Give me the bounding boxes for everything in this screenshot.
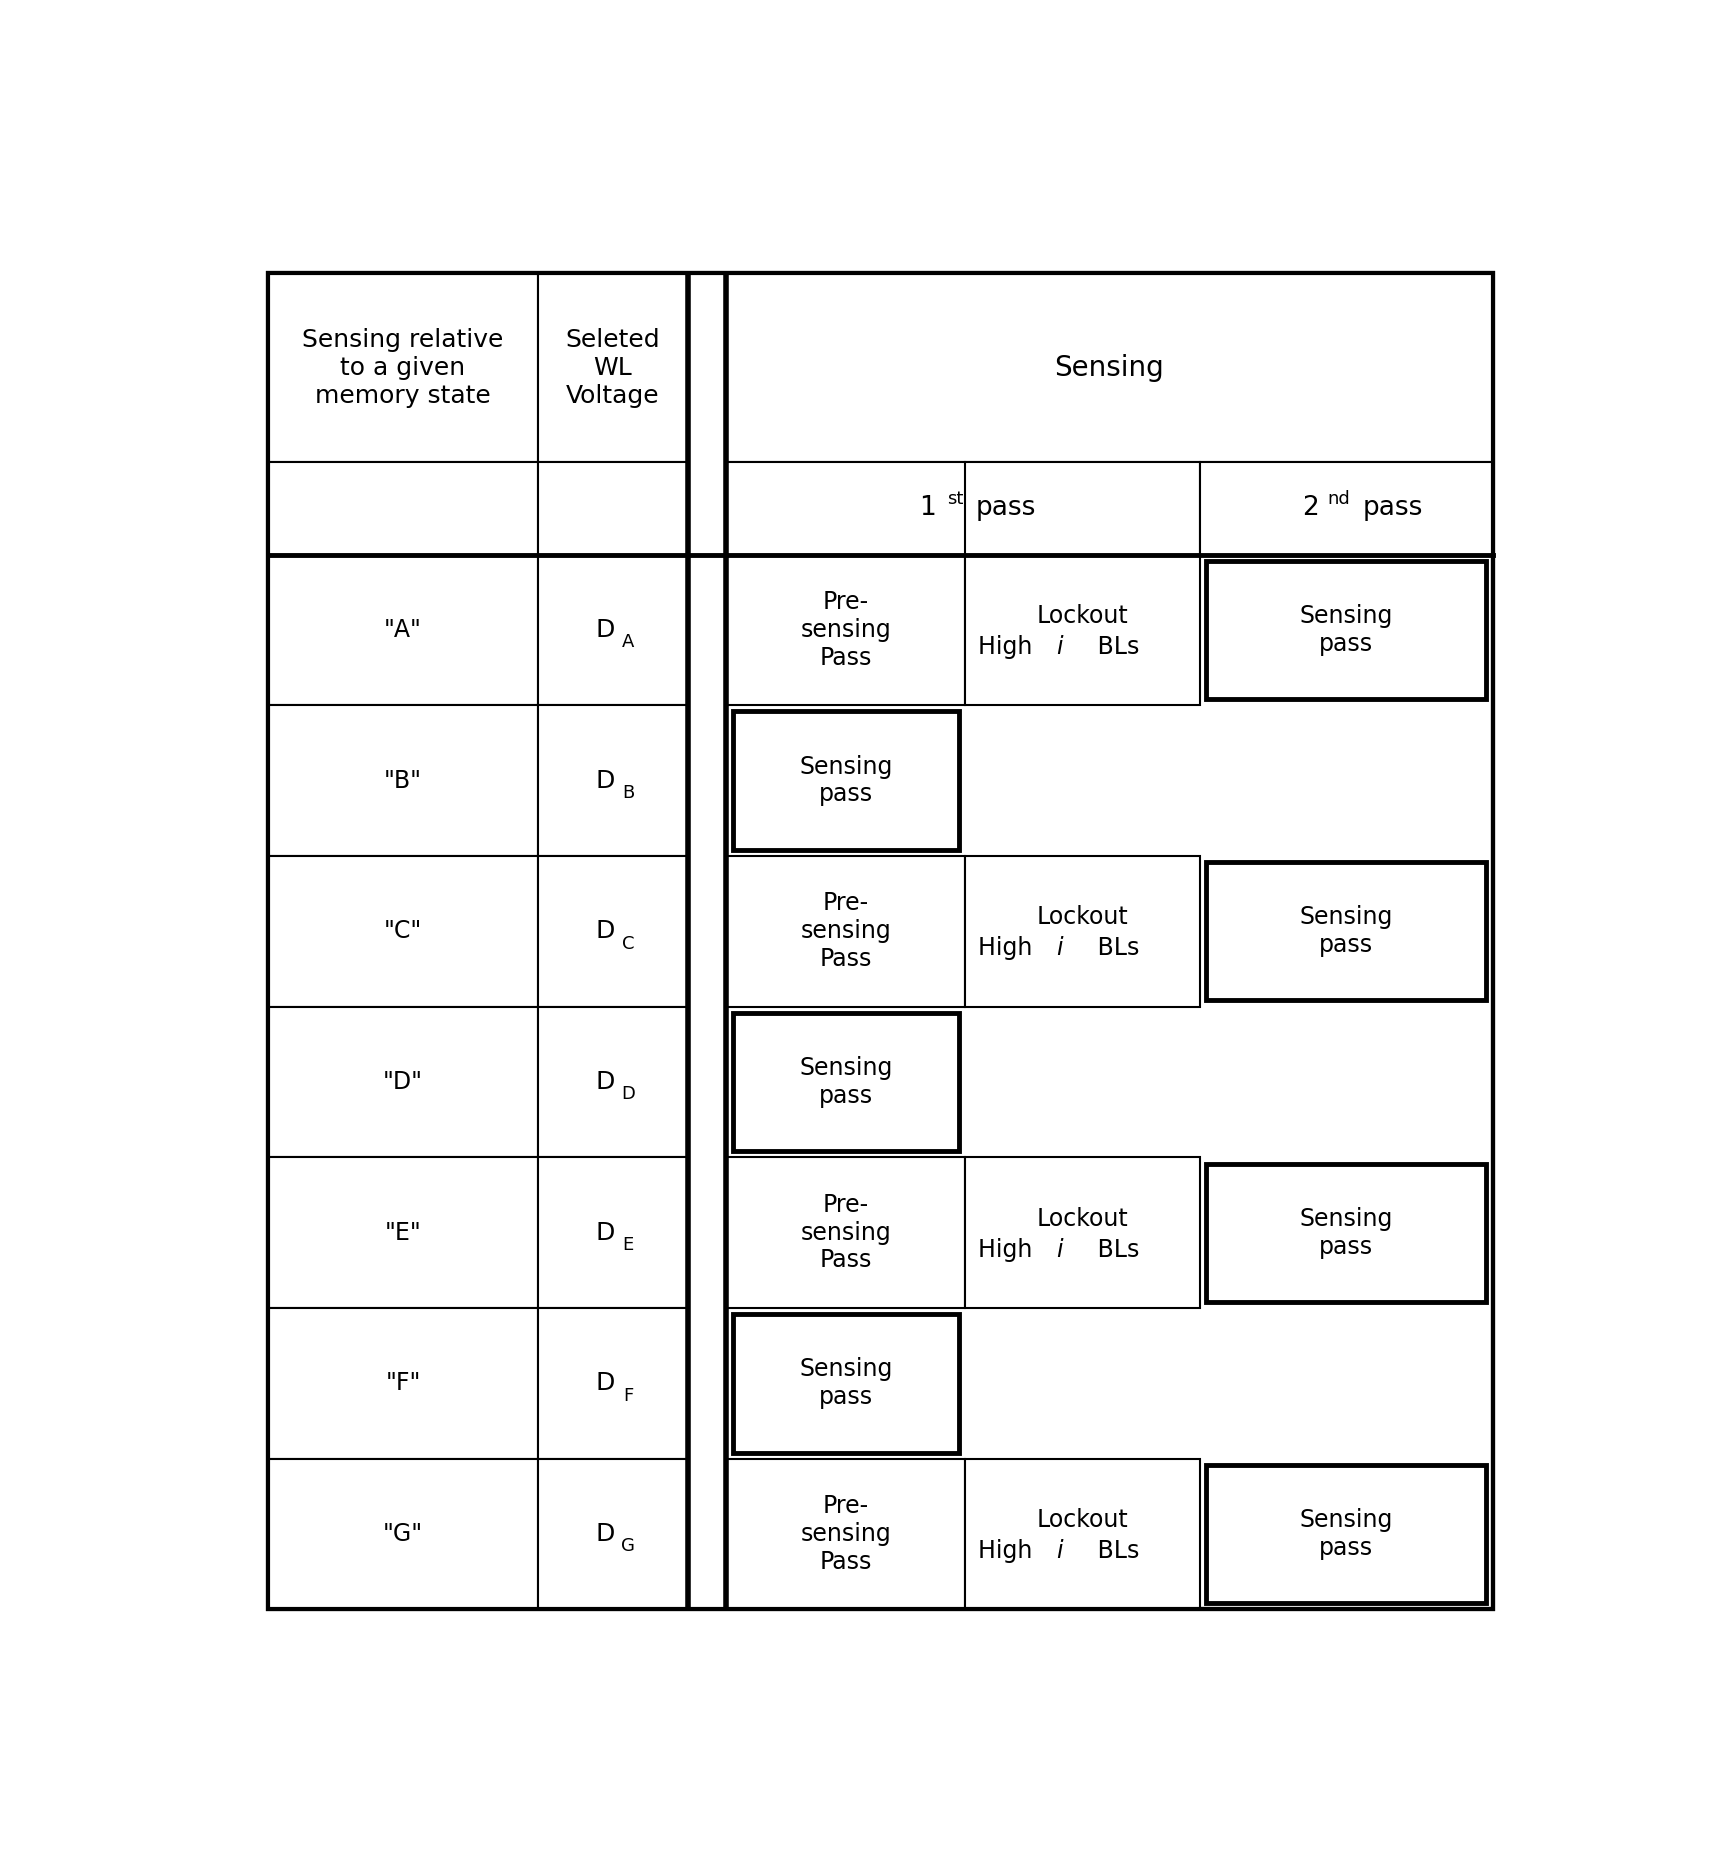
Text: Sensing
pass: Sensing pass: [1300, 603, 1393, 655]
Bar: [965, 1158, 1199, 1307]
Text: i: i: [1056, 937, 1063, 961]
Text: Lockout: Lockout: [1037, 1207, 1128, 1231]
Text: 1: 1: [919, 495, 936, 521]
Text: High: High: [979, 937, 1040, 961]
Text: pass: pass: [1362, 495, 1422, 521]
Text: Sensing
pass: Sensing pass: [799, 754, 893, 806]
Text: High: High: [979, 635, 1040, 659]
Bar: [537, 857, 688, 1007]
Text: BLs: BLs: [1090, 1238, 1140, 1262]
Text: "C": "C": [383, 920, 423, 944]
Bar: [537, 1458, 688, 1609]
Text: "F": "F": [385, 1372, 421, 1395]
Bar: [732, 1315, 958, 1452]
Bar: [269, 1307, 537, 1458]
Text: i: i: [1056, 1540, 1063, 1562]
Text: High: High: [979, 1238, 1040, 1262]
Bar: [537, 1158, 688, 1307]
Bar: [1206, 560, 1487, 698]
Bar: [537, 1007, 688, 1158]
Text: Seleted
WL
Voltage: Seleted WL Voltage: [565, 328, 660, 408]
Bar: [727, 1458, 965, 1609]
Text: "D": "D": [383, 1071, 423, 1095]
Text: D: D: [595, 920, 614, 944]
Text: Sensing
pass: Sensing pass: [799, 1056, 893, 1108]
Text: "B": "B": [383, 769, 423, 793]
Bar: [537, 274, 688, 462]
Text: BLs: BLs: [1090, 635, 1140, 659]
Bar: [690, 274, 725, 1609]
Text: Lockout: Lockout: [1037, 1508, 1128, 1532]
Text: C: C: [621, 935, 635, 953]
Text: i: i: [1056, 1238, 1063, 1262]
Text: Lockout: Lockout: [1037, 603, 1128, 627]
Bar: [269, 1158, 537, 1307]
Text: "G": "G": [383, 1521, 423, 1545]
Text: Lockout: Lockout: [1037, 905, 1128, 929]
Text: Sensing
pass: Sensing pass: [799, 1357, 893, 1410]
Text: D: D: [595, 1221, 614, 1244]
Bar: [727, 462, 1199, 555]
Text: pass: pass: [975, 495, 1035, 521]
Bar: [269, 1007, 537, 1158]
Text: B: B: [623, 784, 635, 803]
Bar: [269, 462, 537, 555]
Text: Sensing: Sensing: [1054, 354, 1163, 382]
Text: D: D: [595, 1071, 614, 1095]
Bar: [537, 1307, 688, 1458]
Text: Pre-
sensing
Pass: Pre- sensing Pass: [801, 1194, 891, 1272]
Bar: [965, 857, 1199, 1007]
Text: A: A: [623, 633, 635, 652]
Text: Sensing
pass: Sensing pass: [1300, 1207, 1393, 1259]
Bar: [732, 711, 958, 849]
Text: G: G: [621, 1538, 635, 1555]
Bar: [727, 555, 965, 706]
Text: D: D: [595, 769, 614, 793]
Text: D: D: [595, 618, 614, 642]
Text: Pre-
sensing
Pass: Pre- sensing Pass: [801, 590, 891, 670]
Bar: [1206, 1465, 1487, 1603]
Bar: [537, 462, 688, 555]
Text: nd: nd: [1328, 490, 1350, 508]
Text: BLs: BLs: [1090, 937, 1140, 961]
Text: D: D: [621, 1086, 635, 1104]
Text: Sensing
pass: Sensing pass: [1300, 905, 1393, 957]
Bar: [1199, 462, 1492, 555]
Text: Pre-
sensing
Pass: Pre- sensing Pass: [801, 1495, 891, 1573]
Bar: [1206, 862, 1487, 1000]
Bar: [965, 1458, 1199, 1609]
Text: Sensing relative
to a given
memory state: Sensing relative to a given memory state: [303, 328, 503, 408]
Text: E: E: [623, 1236, 633, 1253]
Text: st: st: [948, 490, 963, 508]
Text: D: D: [595, 1372, 614, 1395]
Text: High: High: [979, 1540, 1040, 1562]
Bar: [269, 857, 537, 1007]
Bar: [269, 1458, 537, 1609]
Bar: [727, 857, 965, 1007]
Text: F: F: [623, 1387, 633, 1404]
Bar: [1206, 1164, 1487, 1302]
Bar: [269, 274, 537, 462]
Text: BLs: BLs: [1090, 1540, 1140, 1562]
Text: "E": "E": [385, 1221, 421, 1244]
Bar: [269, 706, 537, 857]
Text: Sensing
pass: Sensing pass: [1300, 1508, 1393, 1560]
Text: D: D: [595, 1521, 614, 1545]
Bar: [727, 274, 1492, 462]
Text: "A": "A": [383, 618, 423, 642]
Text: i: i: [1056, 635, 1063, 659]
Bar: [537, 555, 688, 706]
Bar: [269, 555, 537, 706]
Bar: [727, 1158, 965, 1307]
Text: Pre-
sensing
Pass: Pre- sensing Pass: [801, 892, 891, 972]
Bar: [732, 1013, 958, 1151]
Bar: [537, 706, 688, 857]
Text: 2: 2: [1302, 495, 1319, 521]
Bar: [965, 555, 1199, 706]
